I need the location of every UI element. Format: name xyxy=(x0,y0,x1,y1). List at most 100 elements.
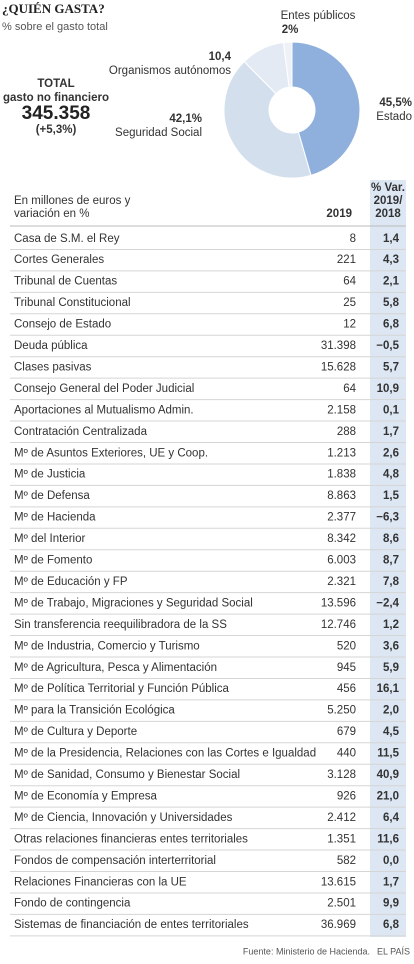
row-change: 2,1 xyxy=(383,276,400,288)
row-amount: 36.969 xyxy=(321,919,356,931)
row-change: 1,4 xyxy=(383,233,400,245)
row-amount: 15.628 xyxy=(321,361,356,373)
row-name: Tribunal Constitucional xyxy=(14,297,131,309)
row-amount: 456 xyxy=(337,683,356,695)
row-name: Mº de Defensa xyxy=(14,490,90,502)
brand: EL PAÍS xyxy=(377,946,410,956)
row-amount: 2.377 xyxy=(327,512,356,524)
row-change: 3,6 xyxy=(383,640,399,652)
row-change: 6,8 xyxy=(383,919,400,931)
row-amount: 1.838 xyxy=(327,469,356,481)
row-name: Mº de Agricultura, Pesca y Alimentación xyxy=(14,662,217,674)
table: En millones de euros y variación en % 2019… xyxy=(10,182,406,937)
row-name: Mº de Trabajo, Migraciones y Seguridad S… xyxy=(14,597,253,609)
table-header: En millones de euros y variación en % xyxy=(14,195,131,220)
subtitle: % sobre el gasto total xyxy=(2,21,108,33)
total-value: 345.358 xyxy=(22,103,91,124)
row-change: 2,6 xyxy=(383,447,399,459)
row-amount: 5.250 xyxy=(327,705,356,717)
slice-value: 42,1% xyxy=(169,113,202,125)
donut-slice xyxy=(223,60,312,179)
row-change: 8,7 xyxy=(383,555,399,567)
row-name: Mº de Industria, Comercio y Turismo xyxy=(14,640,200,652)
row-amount: 2.321 xyxy=(327,576,356,588)
row-amount: 8 xyxy=(350,233,356,245)
row-change: 1,7 xyxy=(383,876,399,888)
row-amount: 64 xyxy=(343,276,356,288)
row-change: 6,8 xyxy=(383,319,400,331)
table-header: % Var. 2019/2018 xyxy=(371,182,405,220)
donut-slice xyxy=(282,41,293,88)
row-change: 4,3 xyxy=(383,254,399,266)
row-amount: 945 xyxy=(337,662,356,674)
slice-label: Seguridad Social xyxy=(115,127,202,139)
row-name: Mº de Sanidad, Consumo y Bienestar Socia… xyxy=(14,769,240,781)
row-change: 1,2 xyxy=(383,619,399,631)
row-amount: 679 xyxy=(337,726,356,738)
title: ¿QUIÉN GASTA? xyxy=(2,1,105,16)
row-amount: 25 xyxy=(343,297,356,309)
row-change: 0,0 xyxy=(383,855,399,867)
row-change: 5,8 xyxy=(383,297,400,309)
row-name: Mº de Ciencia, Innovación y Universidade… xyxy=(14,812,233,824)
row-change: −0,5 xyxy=(376,340,399,352)
source: Fuente: Ministerio de Hacienda. xyxy=(243,946,370,956)
row-change: 4,5 xyxy=(383,726,400,738)
var-column-bg xyxy=(370,180,406,937)
row-change: 10,9 xyxy=(377,383,399,395)
row-name: Mº de la Presidencia, Relaciones con las… xyxy=(14,748,316,760)
row-amount: 31.398 xyxy=(321,340,356,352)
row-change: −6,3 xyxy=(376,512,399,524)
slice-label: Organismos autónomos xyxy=(109,65,231,77)
row-amount: 8.342 xyxy=(327,533,356,545)
row-name: Sistemas de financiación de entes territ… xyxy=(14,919,249,931)
row-change: 0,1 xyxy=(383,404,400,416)
row-change: 21,0 xyxy=(377,790,399,802)
row-amount: 221 xyxy=(337,254,356,266)
row-name: Mº de Cultura y Deporte xyxy=(14,726,137,738)
row-name: Consejo de Estado xyxy=(14,319,111,331)
row-amount: 2.158 xyxy=(327,404,356,416)
row-name: Deuda pública xyxy=(14,340,88,352)
row-name: Mº de Asuntos Exteriores, UE y Coop. xyxy=(14,447,208,459)
row-name: Mº de Fomento xyxy=(14,555,92,567)
row-name: Fondos de compensación interterritorial xyxy=(14,855,216,867)
row-name: Casa de S.M. el Rey xyxy=(14,233,120,245)
row-amount: 288 xyxy=(337,426,356,438)
row-change: 11,6 xyxy=(377,833,399,845)
row-name: Mº de Hacienda xyxy=(14,512,96,524)
slice-value: 10,4 xyxy=(209,51,232,63)
total-label: TOTAL xyxy=(37,78,74,90)
total-sublabel: gasto no financiero xyxy=(3,92,109,104)
row-amount: 64 xyxy=(343,383,356,395)
row-amount: 440 xyxy=(337,748,356,760)
row-change: 16,1 xyxy=(377,683,400,695)
row-name: Cortes Generales xyxy=(14,254,104,266)
slice-value: 45,5% xyxy=(379,97,412,109)
row-amount: 1.213 xyxy=(327,447,356,459)
row-amount: 13.615 xyxy=(321,876,356,888)
slice-label: Estado xyxy=(376,111,412,123)
slice-label: Entes públicos xyxy=(281,10,356,22)
row-name: Mº del Interior xyxy=(14,533,85,545)
row-change: 5,9 xyxy=(383,662,399,674)
row-name: Tribunal de Cuentas xyxy=(14,276,117,288)
row-name: Mº de Justicia xyxy=(14,469,86,481)
row-name: Fondo de contingencia xyxy=(14,898,131,910)
row-amount: 6.003 xyxy=(327,555,356,567)
row-name: Clases pasivas xyxy=(14,361,92,373)
row-change: 9,9 xyxy=(383,898,399,910)
row-change: 5,7 xyxy=(383,361,399,373)
row-name: Mº de Educación y FP xyxy=(14,576,128,588)
row-name: Consejo General del Poder Judicial xyxy=(14,383,194,395)
row-name: Contratación Centralizada xyxy=(14,426,148,438)
row-change: −2,4 xyxy=(376,597,399,609)
row-change: 11,5 xyxy=(377,748,399,760)
row-name: Aportaciones al Mutualismo Admin. xyxy=(14,404,194,416)
row-amount: 520 xyxy=(337,640,356,652)
donut-chart xyxy=(223,41,361,179)
row-name: Mº de Economía y Empresa xyxy=(14,790,158,802)
row-amount: 12.746 xyxy=(321,619,356,631)
row-change: 8,6 xyxy=(383,533,399,545)
